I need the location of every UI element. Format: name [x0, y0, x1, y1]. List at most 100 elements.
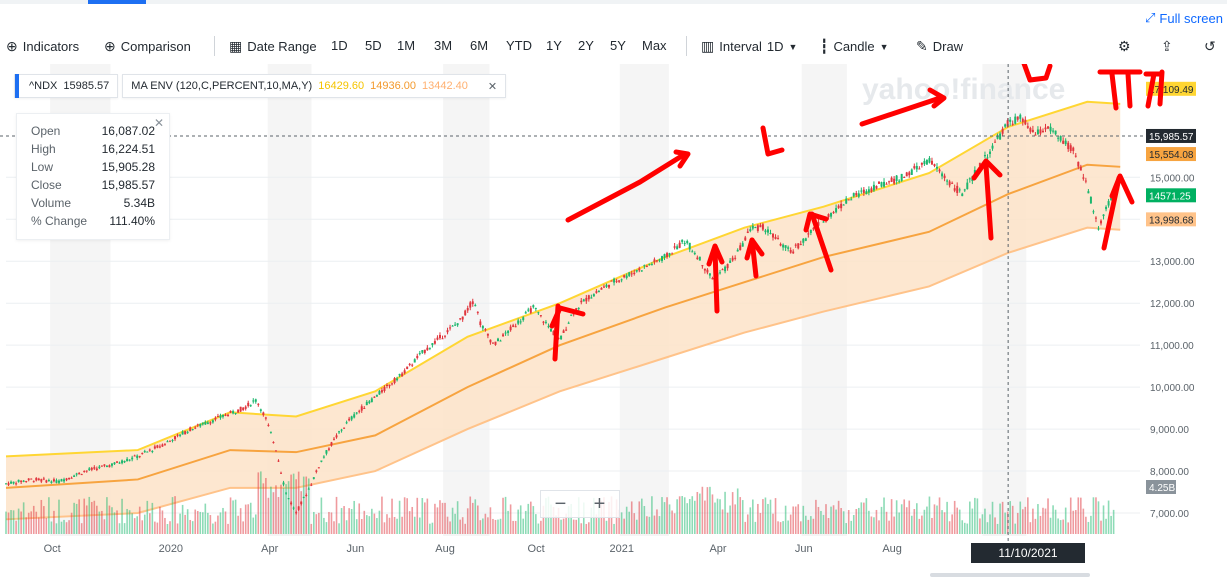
volume-bar: [257, 472, 260, 534]
volume-bar: [855, 509, 858, 534]
candle-body: [211, 420, 214, 423]
gear-icon: ⚙: [1118, 38, 1131, 54]
volume-bar: [214, 521, 217, 534]
candle-body: [739, 245, 742, 251]
volume-tag: [1146, 480, 1176, 494]
symbol-legend[interactable]: ^NDX 15985.57: [14, 74, 119, 98]
volume-bar: [681, 496, 683, 534]
candle-body: [623, 275, 626, 278]
candle-body: [499, 340, 502, 342]
volume-bar: [242, 521, 244, 534]
volume-bar: [222, 507, 224, 534]
range-5d[interactable]: 5D: [365, 38, 382, 53]
close-icon[interactable]: ✕: [153, 116, 164, 130]
candle-body: [676, 246, 679, 250]
range-5y[interactable]: 5Y: [610, 38, 626, 53]
candle-body: [131, 457, 134, 460]
range-6m[interactable]: 6M: [470, 38, 488, 53]
candle-body: [915, 165, 918, 170]
volume-bar: [1095, 497, 1097, 534]
volume-bar: [199, 511, 202, 534]
comparison-button[interactable]: ⊕ Comparison: [104, 38, 191, 55]
volume-bar: [630, 501, 633, 534]
candle-body: [688, 242, 691, 250]
candle-body: [1019, 114, 1022, 119]
candle-body: [741, 243, 744, 247]
volume-bar: [131, 513, 133, 534]
range-1m[interactable]: 1M: [397, 38, 415, 53]
candle-body: [754, 227, 757, 229]
candle-body: [706, 269, 709, 273]
candle-body: [78, 472, 81, 475]
close-icon[interactable]: ✕: [487, 80, 498, 93]
zoom-out-button[interactable]: −: [554, 492, 567, 515]
share-button[interactable]: ⇪: [1161, 38, 1173, 55]
volume-bar: [656, 509, 658, 534]
draw-button[interactable]: ✎ Draw: [916, 38, 963, 55]
volume-bar: [696, 491, 699, 534]
date-range-button[interactable]: ▦ Date Range: [229, 38, 317, 55]
candle-body: [1039, 129, 1042, 134]
candle-body: [30, 478, 33, 480]
volume-bar: [971, 508, 974, 534]
volume-bar: [976, 498, 979, 534]
interval-button[interactable]: ▥ Interval 1D ▼: [701, 38, 797, 55]
candle-body: [454, 324, 457, 326]
volume-bar: [1100, 520, 1102, 534]
range-label: 1D: [331, 38, 348, 53]
candle-body: [595, 291, 598, 293]
indicator-lower-value: 13442.40: [422, 80, 468, 92]
volume-bar: [693, 500, 696, 534]
annotation-stroke: [1125, 71, 1133, 109]
candle-body: [133, 455, 136, 457]
candle-body: [898, 180, 901, 182]
candle-body: [1024, 119, 1027, 125]
volume-bar: [651, 496, 653, 534]
volume-bar: [582, 502, 585, 534]
candle-body: [872, 184, 875, 191]
volume-bar: [360, 519, 363, 534]
candle-body: [1001, 128, 1004, 134]
price-tag: [1146, 147, 1196, 162]
range-ytd[interactable]: YTD: [506, 38, 532, 53]
range-1y[interactable]: 1Y: [546, 38, 562, 53]
volume-bar: [25, 517, 27, 534]
volume-bar: [620, 512, 623, 534]
candle-body: [50, 481, 53, 483]
candle-body: [734, 257, 737, 259]
candle-body: [527, 309, 530, 311]
volume-bar: [580, 523, 583, 534]
volume-bar: [328, 511, 330, 534]
volume-bar: [865, 498, 868, 534]
chart-toolbar: ⊕ Indicators ⊕ Comparison ▦ Date Range 1…: [0, 34, 1227, 60]
settings-button[interactable]: ⚙: [1118, 38, 1131, 55]
indicator-legend[interactable]: MA ENV (120,C,PERCENT,10,MA,Y) 16429.60 …: [122, 74, 507, 98]
candle-body: [673, 246, 676, 248]
candle-body: [900, 173, 903, 181]
candle-body: [70, 477, 73, 479]
range-3m[interactable]: 3M: [434, 38, 452, 53]
ohlc-value: 111.40%: [109, 214, 155, 228]
scrollbar-thumb[interactable]: [930, 573, 1090, 577]
candle-body: [645, 266, 648, 268]
volume-bar: [10, 510, 12, 534]
range-2y[interactable]: 2Y: [578, 38, 594, 53]
volume-bar: [143, 514, 146, 534]
annotation-stroke: [673, 149, 691, 169]
reset-button[interactable]: ↺: [1204, 38, 1216, 55]
indicators-button[interactable]: ⊕ Indicators: [6, 38, 79, 55]
volume-bar: [880, 506, 883, 534]
zoom-in-button[interactable]: +: [593, 492, 606, 515]
candle-body: [221, 414, 224, 417]
chart-type-button[interactable]: ┇ Candle ▼: [820, 38, 889, 55]
candle-body: [860, 190, 863, 192]
range-max[interactable]: Max: [642, 38, 667, 53]
candle-body: [383, 386, 386, 391]
fullscreen-button[interactable]: ⤢ Full screen: [1145, 10, 1223, 26]
range-1d[interactable]: 1D: [331, 38, 348, 53]
candle-body: [481, 325, 484, 329]
candle-body: [956, 185, 959, 193]
crosshair-date: 11/10/2021: [998, 546, 1058, 560]
volume-bar: [552, 506, 555, 534]
volume-bar: [739, 497, 742, 534]
